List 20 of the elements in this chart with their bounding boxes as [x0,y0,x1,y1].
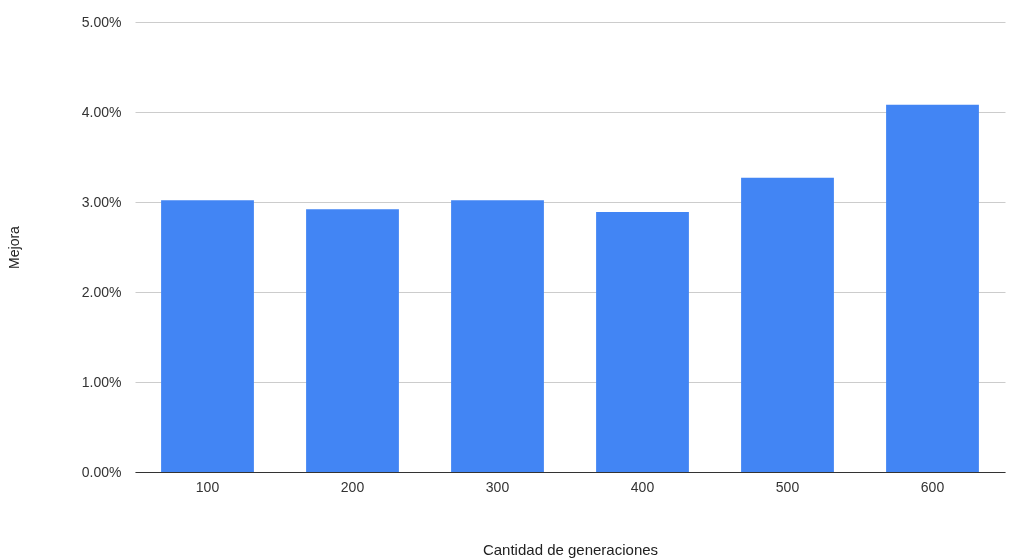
x-tick-label: 500 [775,478,800,495]
y-tick-label: 3.00% [81,193,122,210]
y-tick-label: 0.00% [81,463,122,480]
y-tick-label: 5.00% [81,13,122,30]
bar [886,104,979,472]
x-tick-label: 400 [630,478,655,495]
y-axis-title: Mejora [5,225,22,269]
bar [741,177,834,472]
bar [161,200,254,472]
x-tick-label: 200 [340,478,365,495]
y-tick-label: 1.00% [81,373,122,390]
x-axis-title: Cantidad de generaciones [482,540,659,558]
bar [306,209,399,472]
x-tick-label: 300 [485,478,510,495]
bar [596,211,689,472]
y-tick-label: 2.00% [81,283,122,300]
y-tick-label: 4.00% [81,103,122,120]
x-tick-label: 100 [195,478,220,495]
bar [451,200,544,472]
x-tick-label: 600 [920,478,945,495]
